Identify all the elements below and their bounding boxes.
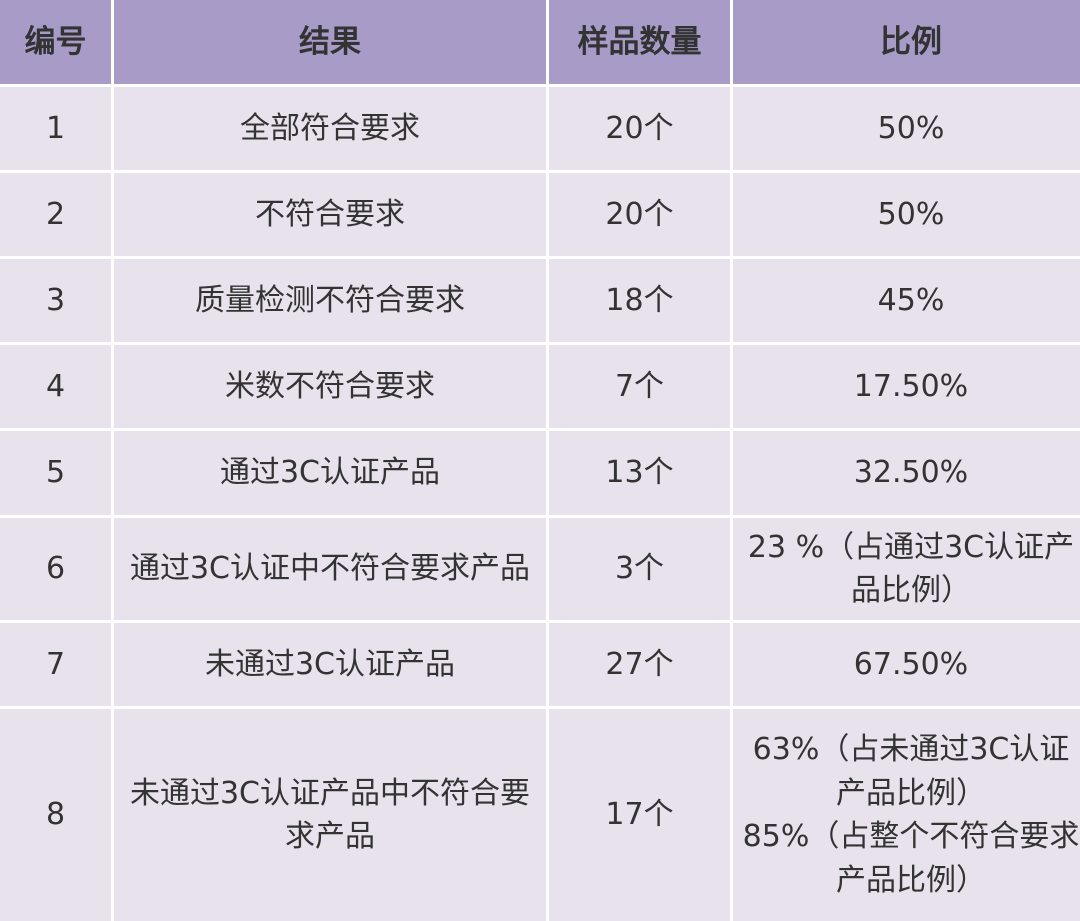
row-3-number: 3 — [0, 259, 111, 342]
row-2-count: 20个 — [549, 173, 730, 256]
row-6-count: 3个 — [549, 518, 730, 620]
row-8-number: 8 — [0, 709, 111, 921]
row-8-result-line-1: 未通过3C认证产品中不符合要 — [129, 775, 531, 811]
row-8-ratio-line-1: 63%（占未通过3C认证 — [752, 732, 1070, 767]
row-7-number: 7 — [0, 623, 111, 706]
row-6-number: 6 — [0, 518, 111, 620]
row-7-result: 未通过3C认证产品 — [114, 623, 546, 706]
row-8-result: 未通过3C认证产品中不符合要 求产品 — [114, 709, 546, 921]
row-5-number: 5 — [0, 431, 111, 515]
row-3-result: 质量检测不符合要求 — [114, 259, 546, 342]
row-4-number: 4 — [0, 345, 111, 428]
row-6-ratio-line-1: 23 %（占通过3C认证产 — [747, 529, 1075, 565]
row-1-number: 1 — [0, 87, 111, 170]
row-2-ratio: 50% — [733, 173, 1080, 256]
row-8-result-line-2: 求产品 — [285, 819, 375, 854]
row-3-ratio: 45% — [733, 259, 1080, 342]
row-1-count: 20个 — [549, 87, 730, 170]
row-2-number: 2 — [0, 173, 111, 256]
header-ratio: 比例 — [733, 0, 1080, 84]
row-8-ratio-line-2: 产品比例） — [836, 775, 986, 811]
header-result: 结果 — [114, 0, 546, 84]
row-7-count: 27个 — [549, 623, 730, 706]
row-8-ratio-line-3: 85%（占整个不符合要求 — [742, 819, 1080, 854]
row-5-result: 通过3C认证产品 — [114, 431, 546, 515]
row-4-count: 7个 — [549, 345, 730, 428]
row-8-ratio: 63%（占未通过3C认证 产品比例） 85%（占整个不符合要求 产品比例） — [733, 709, 1080, 921]
header-sample-count: 样品数量 — [549, 0, 730, 84]
row-2-result: 不符合要求 — [114, 173, 546, 256]
row-4-result: 米数不符合要求 — [114, 345, 546, 428]
row-4-ratio: 17.50% — [733, 345, 1080, 428]
row-8-count: 17个 — [549, 709, 730, 921]
row-6-ratio-line-2: 品比例） — [851, 573, 971, 608]
row-1-result: 全部符合要求 — [114, 87, 546, 170]
row-8-ratio-line-4: 产品比例） — [836, 862, 986, 898]
row-5-count: 13个 — [549, 431, 730, 515]
row-6-result: 通过3C认证中不符合要求产品 — [114, 518, 546, 620]
row-6-ratio: 23 %（占通过3C认证产 品比例） — [733, 518, 1080, 620]
header-number: 编号 — [0, 0, 111, 84]
row-3-count: 18个 — [549, 259, 730, 342]
row-1-ratio: 50% — [733, 87, 1080, 170]
row-5-ratio: 32.50% — [733, 431, 1080, 515]
row-7-ratio: 67.50% — [733, 623, 1080, 706]
